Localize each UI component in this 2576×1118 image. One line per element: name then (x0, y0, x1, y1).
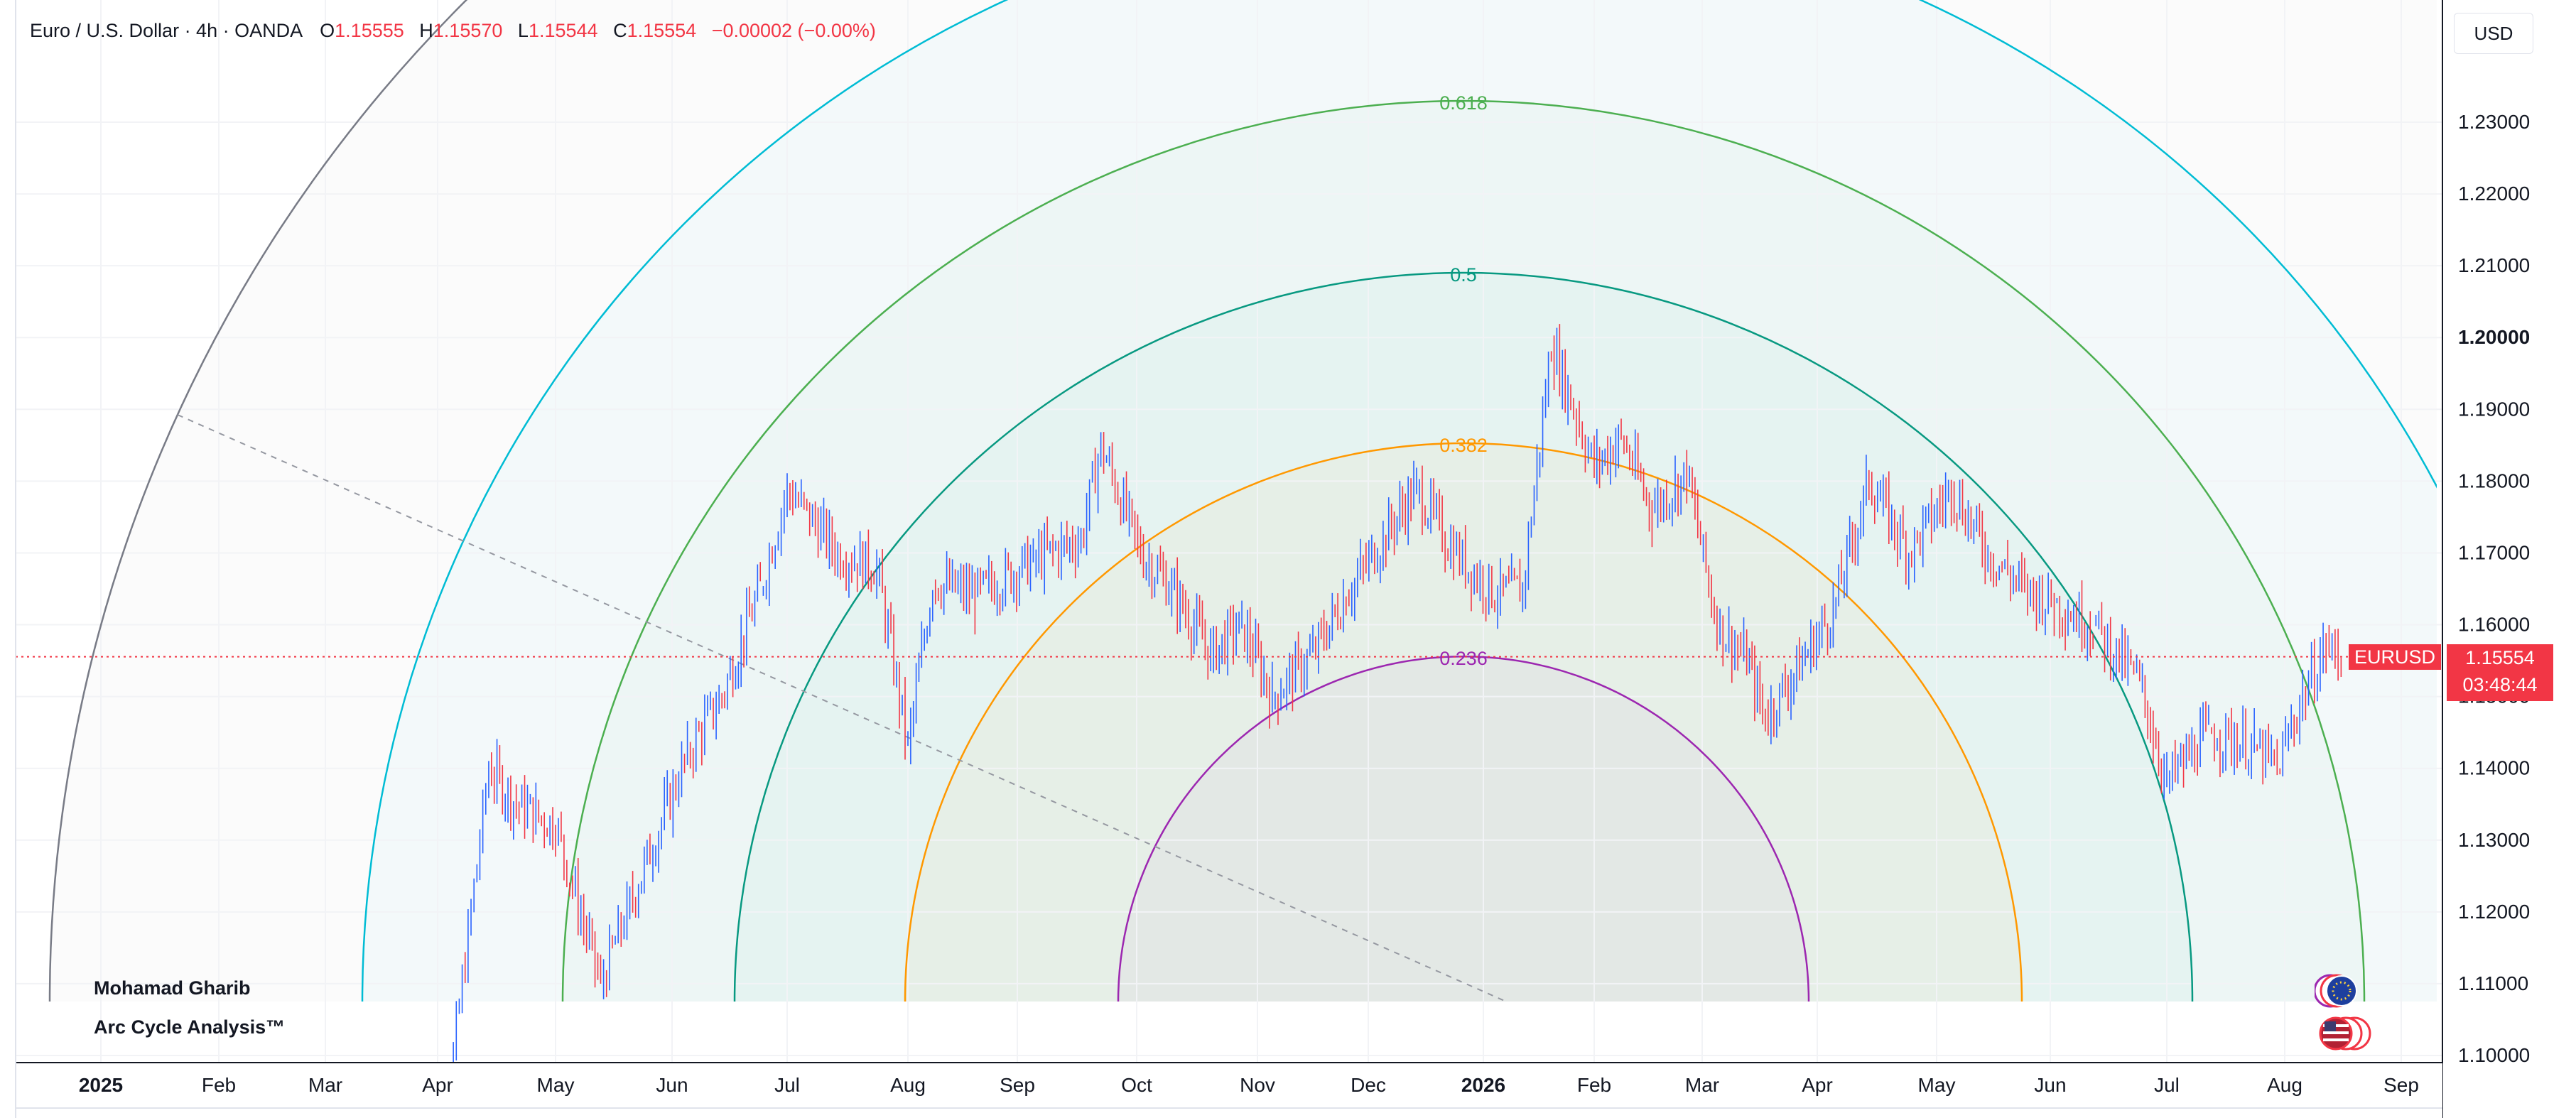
current-price-tag: EURUSD (2349, 644, 2441, 670)
time-tick-label: Apr (1802, 1074, 1833, 1096)
time-axis-panel (0, 1063, 2442, 1118)
price-tag-value: 1.15554 (2465, 646, 2535, 668)
low-value: 1.15544 (528, 20, 598, 41)
fib-arc (904, 442, 2023, 1002)
close-key: C (613, 20, 627, 41)
price-tag-symbol: EURUSD (2354, 646, 2435, 668)
price-tick-label: 1.12000 (2458, 901, 2530, 923)
fib-arc (361, 0, 2437, 1002)
fib-arc (1117, 655, 1810, 1002)
time-tick-label: 2026 (1461, 1074, 1505, 1096)
time-tick-label: Mar (1685, 1074, 1719, 1096)
change-value: −0.00002 (−0.00%) (711, 20, 876, 41)
price-tick-label: 1.19000 (2458, 398, 2530, 420)
time-tick-label: 2025 (79, 1074, 123, 1096)
price-axis-panel (2442, 0, 2576, 1118)
fib-arc-label: 0.5 (1450, 264, 1477, 286)
price-tick-label: 1.22000 (2458, 183, 2530, 205)
time-tick-label: Dec (1351, 1074, 1386, 1096)
time-tick-label: Aug (890, 1074, 926, 1096)
price-tick-label: 1.23000 (2458, 111, 2530, 133)
price-tick-label: 1.17000 (2458, 541, 2530, 563)
time-tick-label: Jul (2154, 1074, 2180, 1096)
time-tick-label: Mar (308, 1074, 342, 1096)
time-tick-label: Feb (202, 1074, 236, 1096)
open-value: 1.15555 (335, 20, 404, 41)
time-tick-label: Jul (774, 1074, 800, 1096)
price-scale-tag: 1.15554 03:48:44 (2447, 644, 2553, 701)
close-value: 1.15554 (627, 20, 697, 41)
fib-arc (561, 99, 2366, 1002)
price-tick-label: 1.10000 (2458, 1044, 2530, 1066)
ohlc-values: O1.15555 H1.15570 L1.15544 C1.15554 −0.0… (320, 20, 876, 41)
symbol-title: Euro / U.S. Dollar · 4h · OANDA (30, 20, 302, 41)
price-tick-label: 1.18000 (2458, 470, 2530, 492)
price-tick-label: 1.11000 (2458, 972, 2528, 994)
trend-line (177, 414, 1507, 1002)
us-flag-icon[interactable] (2315, 1016, 2371, 1051)
time-tick-label: Apr (422, 1074, 453, 1096)
price-tick-label: 1.13000 (2458, 829, 2530, 851)
arc-zone-fill (905, 443, 2022, 1002)
time-tick-label: May (537, 1074, 575, 1096)
author-watermark: Mohamad Gharib (94, 977, 251, 999)
price-tick-label: 1.21000 (2458, 254, 2530, 276)
high-value: 1.15570 (433, 20, 503, 41)
time-tick-label: Sep (1000, 1074, 1035, 1096)
low-key: L (517, 20, 529, 41)
open-key: O (320, 20, 335, 41)
fib-arc (733, 271, 2194, 1002)
title-watermark: Arc Cycle Analysis™ (94, 1016, 286, 1038)
fib-arc-label: 0.236 (1439, 648, 1488, 669)
time-tick-label: Jun (2034, 1074, 2066, 1096)
price-tag-countdown: 03:48:44 (2462, 673, 2538, 695)
price-tick-label: 1.20000 (2458, 326, 2530, 348)
time-tick-label: Aug (2267, 1074, 2302, 1096)
time-tick-label: Feb (1577, 1074, 1611, 1096)
time-tick-label: Oct (1121, 1074, 1152, 1096)
fib-arc (48, 0, 467, 1002)
time-tick-label: Nov (1240, 1074, 1275, 1096)
high-key: H (419, 20, 433, 41)
fib-arc-label: 0.618 (1439, 92, 1488, 114)
price-tick-label: 1.14000 (2458, 757, 2530, 779)
time-tick-label: May (1918, 1074, 1956, 1096)
price-tick-label: 1.16000 (2458, 614, 2530, 636)
currency-button[interactable]: USD (2454, 13, 2533, 54)
eu-flag-icon[interactable] (2315, 973, 2357, 1009)
symbol-legend[interactable]: Euro / U.S. Dollar · 4h · OANDA O1.15555… (30, 18, 876, 43)
time-tick-label: Jun (656, 1074, 688, 1096)
time-tick-label: Sep (2383, 1074, 2419, 1096)
fib-arc-label: 0.382 (1439, 435, 1488, 456)
